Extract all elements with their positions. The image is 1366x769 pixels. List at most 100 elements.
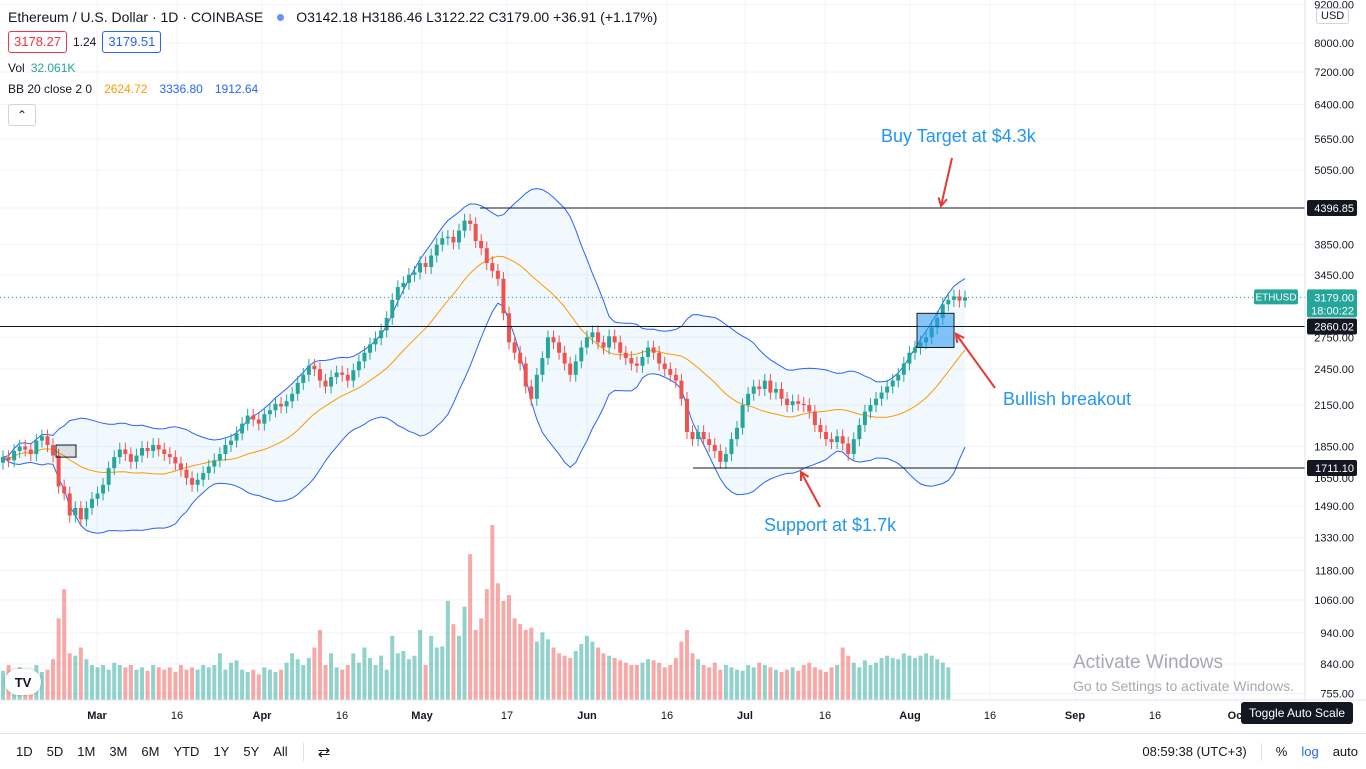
candle-body bbox=[256, 419, 261, 424]
volume-bar bbox=[39, 672, 44, 700]
timeframe-all[interactable]: All bbox=[273, 744, 288, 759]
candle-body bbox=[379, 330, 384, 339]
volume-bar bbox=[279, 669, 284, 700]
price-tick-label: 940.00 bbox=[1320, 628, 1354, 640]
price-tick-label: 5050.00 bbox=[1314, 165, 1354, 177]
timeframe-5y[interactable]: 5Y bbox=[243, 744, 260, 759]
volume-bar bbox=[156, 667, 161, 700]
candle-body bbox=[140, 447, 145, 456]
timeframe-1d[interactable]: 1D bbox=[16, 744, 33, 759]
volume-bar bbox=[718, 669, 723, 700]
volume-bar bbox=[579, 644, 584, 700]
volume-bar bbox=[507, 595, 512, 700]
buy-target-label: Buy Target at $4.3k bbox=[881, 126, 1037, 146]
time-tick-label: 16 bbox=[819, 710, 831, 722]
candle-body bbox=[434, 244, 439, 256]
candle-body bbox=[290, 393, 295, 402]
timeframe-6m[interactable]: 6M bbox=[141, 744, 160, 759]
price-tick-label: 840.00 bbox=[1320, 659, 1354, 671]
volume-bar bbox=[434, 647, 439, 700]
auto-scale-button[interactable]: auto bbox=[1332, 744, 1358, 759]
volume-bar bbox=[801, 665, 806, 700]
collapse-legend-button[interactable]: ⌃ bbox=[8, 104, 36, 126]
candle-body bbox=[34, 440, 39, 455]
candle-body bbox=[262, 414, 267, 424]
last-price-tag bbox=[1307, 289, 1357, 318]
candle-body bbox=[178, 463, 183, 470]
timeframe-5d[interactable]: 5D bbox=[46, 744, 64, 759]
log-scale-button[interactable]: log bbox=[1301, 744, 1319, 759]
candle-body bbox=[823, 431, 828, 440]
candle-body bbox=[746, 393, 751, 406]
volume-bar bbox=[629, 665, 634, 700]
volume-bar bbox=[907, 655, 912, 700]
candle-body bbox=[167, 454, 172, 458]
time-tick-label: 17 bbox=[501, 710, 513, 722]
timeframe-ytd[interactable]: YTD bbox=[173, 744, 200, 759]
candle-body bbox=[507, 313, 512, 343]
price-chart[interactable]: Buy Target at $4.3k Bullish breakout Suppo… bbox=[0, 0, 1366, 733]
timeframe-1m[interactable]: 1M bbox=[77, 744, 96, 759]
candle-body bbox=[779, 388, 784, 399]
volume-bar bbox=[340, 669, 345, 700]
candle-body bbox=[418, 263, 423, 273]
time-tick-label: Jul bbox=[737, 710, 753, 722]
clock-time[interactable]: 08:59:38 (UTC+3) bbox=[1142, 744, 1247, 759]
volume-bar bbox=[612, 658, 617, 700]
time-tick-label: Apr bbox=[253, 710, 273, 722]
candle-body bbox=[351, 370, 356, 381]
candle-body bbox=[651, 347, 656, 353]
volume-bar bbox=[690, 653, 695, 700]
volume-bar bbox=[601, 653, 606, 700]
toolbar-divider bbox=[302, 742, 304, 761]
price-tick-label: 1850.00 bbox=[1314, 441, 1354, 453]
candle-body bbox=[762, 380, 767, 389]
candle-body bbox=[67, 493, 72, 516]
volume-bar bbox=[206, 667, 211, 700]
candle-body bbox=[440, 238, 445, 245]
candle-body bbox=[801, 403, 806, 406]
candle-body bbox=[812, 411, 817, 426]
time-tick-label: 16 bbox=[171, 710, 183, 722]
volume-bar bbox=[223, 669, 228, 700]
volume-bar bbox=[590, 641, 595, 700]
level-price-tag bbox=[1307, 200, 1357, 216]
volume-bar bbox=[868, 665, 873, 700]
bollinger-upper-line bbox=[2, 187, 966, 458]
volume-bar bbox=[323, 665, 328, 700]
volume-bar bbox=[534, 641, 539, 700]
volume-bar bbox=[874, 662, 879, 700]
volume-bar bbox=[89, 665, 94, 700]
candle-body bbox=[362, 352, 367, 362]
candle-body bbox=[84, 507, 89, 520]
volume-bar bbox=[262, 667, 267, 700]
timeframe-list: 1D 5D 1M 3M 6M YTD 1Y 5Y All bbox=[9, 744, 295, 759]
volume-bar bbox=[84, 659, 89, 700]
volume-bar bbox=[167, 667, 172, 700]
volume-bar bbox=[228, 662, 233, 700]
volume-bar bbox=[684, 630, 689, 700]
bottom-toolbar: 1D 5D 1M 3M 6M YTD 1Y 5Y All ⇄ 08:59:38 (UTC+3) … bbox=[0, 733, 1366, 769]
timeframe-1y[interactable]: 1Y bbox=[213, 744, 230, 759]
volume-bar bbox=[746, 665, 751, 700]
ask-price-button[interactable]: 3179.51 bbox=[102, 31, 162, 53]
volume-bar bbox=[456, 635, 461, 700]
volume-bar bbox=[829, 667, 834, 700]
timeframe-3m[interactable]: 3M bbox=[109, 744, 128, 759]
volume-bar bbox=[896, 659, 901, 700]
bid-price-button[interactable]: 3178.27 bbox=[8, 31, 67, 53]
volume-bar bbox=[762, 665, 767, 700]
tradingview-logo-icon[interactable]: TV bbox=[5, 669, 41, 695]
currency-button[interactable]: USD bbox=[1316, 8, 1350, 24]
candle-body bbox=[240, 423, 245, 434]
percent-scale-button[interactable]: % bbox=[1275, 744, 1288, 759]
calendar-range-icon[interactable]: ⇄ bbox=[317, 743, 331, 761]
volume-bar bbox=[245, 672, 250, 700]
candle-body bbox=[234, 433, 239, 441]
support-arrow bbox=[800, 471, 821, 508]
candle-body bbox=[156, 445, 161, 450]
symbol-title[interactable]: Ethereum / U.S. Dollar · 1D · COINBASE bbox=[8, 9, 264, 25]
candle-body bbox=[406, 274, 411, 283]
bollinger-label[interactable]: BB 20 close 2 0 bbox=[8, 82, 93, 96]
volume-bar bbox=[301, 665, 306, 700]
